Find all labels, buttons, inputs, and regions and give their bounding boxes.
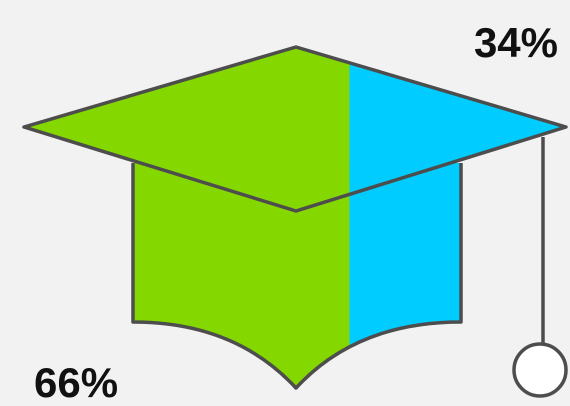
blue-percentage-label: 34% — [473, 19, 558, 66]
tassel-ball — [512, 342, 568, 398]
tassel — [512, 137, 568, 398]
green-percentage-label: 66% — [34, 359, 119, 406]
cap-board — [22, 45, 568, 213]
cap-base-outline — [131, 163, 463, 390]
cap-board-outline — [22, 45, 568, 213]
